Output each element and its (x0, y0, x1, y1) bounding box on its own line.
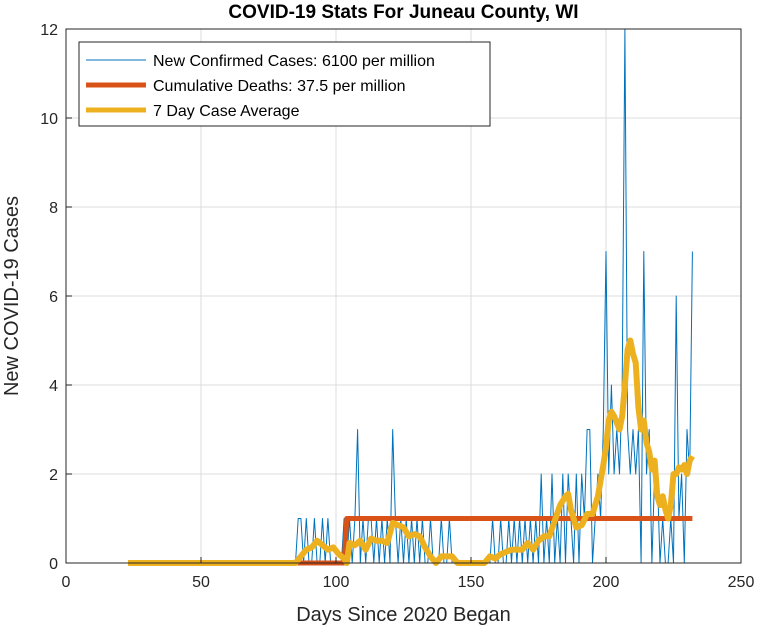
y-tick-label: 8 (49, 200, 58, 217)
x-tick-label: 0 (62, 574, 71, 591)
legend: New Confirmed Cases: 6100 per million Cu… (78, 41, 491, 127)
legend-label-average: 7 Day Case Average (153, 103, 300, 120)
chart-title: COVID-19 Stats For Juneau County, WI (228, 2, 578, 23)
series-average-line (128, 337, 695, 566)
legend-label-deaths: Cumulative Deaths: 37.5 per million (153, 78, 406, 95)
x-axis-label: Days Since 2020 Began (296, 604, 511, 626)
x-tick-label: 250 (728, 574, 755, 591)
y-tick-label: 12 (40, 22, 58, 39)
x-tick-label: 100 (323, 574, 350, 591)
ticks: 0 50 100 150 200 250 0 2 4 6 8 10 12 (40, 22, 754, 591)
y-tick-label: 0 (49, 556, 58, 573)
y-tick-label: 10 (40, 111, 58, 128)
series-new-cases-line (128, 28, 693, 564)
y-tick-label: 4 (49, 378, 58, 395)
y-axis-label: New COVID-19 Cases (1, 196, 23, 396)
y-tick-label: 6 (49, 289, 58, 306)
x-tick-label: 200 (593, 574, 620, 591)
legend-box (78, 41, 491, 127)
y-tick-label: 2 (49, 467, 58, 484)
x-tick-label: 50 (192, 574, 210, 591)
legend-label-new-cases: New Confirmed Cases: 6100 per million (153, 53, 435, 70)
x-tick-label: 150 (458, 574, 485, 591)
